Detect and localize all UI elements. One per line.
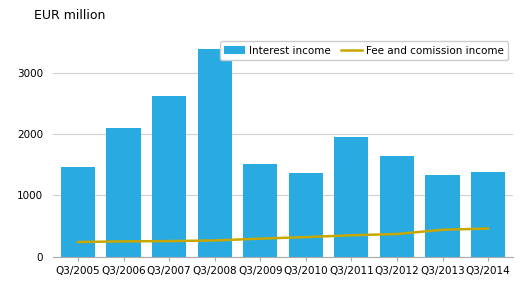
- Bar: [334, 137, 369, 257]
- Bar: [106, 128, 141, 257]
- Bar: [425, 175, 460, 257]
- Legend: Interest income, Fee and comission income: Interest income, Fee and comission incom…: [220, 41, 508, 60]
- Bar: [243, 164, 277, 257]
- Bar: [380, 156, 414, 257]
- Bar: [197, 49, 232, 257]
- Bar: [471, 172, 505, 257]
- Bar: [289, 173, 323, 257]
- Bar: [152, 96, 186, 257]
- Text: EUR million: EUR million: [34, 9, 106, 22]
- Bar: [61, 167, 95, 257]
